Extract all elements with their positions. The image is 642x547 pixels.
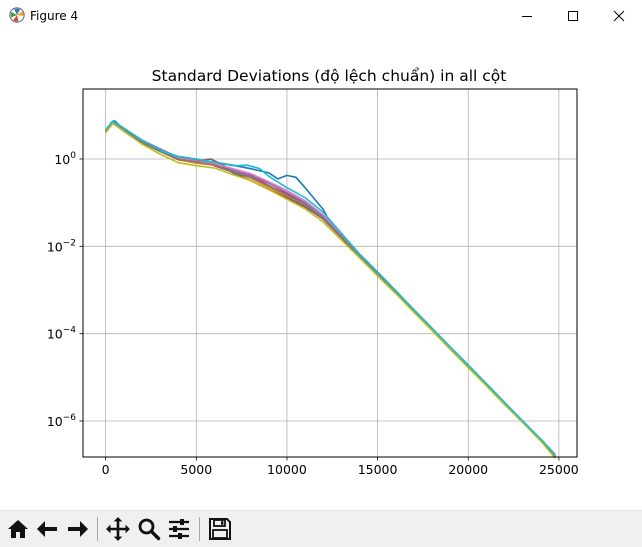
- toolbar-separator: [97, 517, 98, 541]
- series-line-4: [105, 122, 556, 458]
- series-line-5: [105, 120, 556, 457]
- y-tick-label: 10−4: [47, 326, 76, 342]
- zoom-icon: [138, 518, 161, 541]
- axis-ticks: 0 5000 10000 15000 20000 25000 10−6 10−4 10−2 100: [47, 151, 579, 477]
- window-title: Figure 4: [30, 9, 79, 23]
- series-line-3: [105, 121, 556, 456]
- x-tick-label: 25000: [539, 462, 579, 477]
- navigation-toolbar: [0, 510, 642, 547]
- x-tick-label: 20000: [448, 462, 488, 477]
- x-tick-label: 0: [102, 462, 110, 477]
- forward-button[interactable]: [63, 515, 91, 543]
- series-lines: [105, 120, 556, 459]
- pan-icon: [106, 517, 130, 541]
- y-tick-label: 100: [54, 151, 76, 167]
- series-line-7: [105, 121, 556, 457]
- y-tick-label: 10−6: [47, 413, 76, 429]
- matplotlib-app-icon: [9, 7, 25, 23]
- pan-button[interactable]: [104, 515, 132, 543]
- series-line-6: [105, 122, 556, 458]
- home-button[interactable]: [4, 515, 32, 543]
- save-button[interactable]: [206, 515, 234, 543]
- series-line-9: [105, 122, 556, 459]
- save-icon: [209, 518, 231, 540]
- toolbar-separator: [199, 517, 200, 541]
- maximize-button[interactable]: [550, 0, 596, 32]
- back-button[interactable]: [34, 515, 62, 543]
- x-tick-label: 15000: [358, 462, 398, 477]
- series-line-8: [105, 121, 556, 457]
- window-titlebar: Figure 4: [0, 0, 642, 32]
- chart-title: Standard Deviations (độ lệch chuẩn) in a…: [152, 67, 507, 85]
- x-tick-label: 10000: [267, 462, 307, 477]
- chart: Standard Deviations (độ lệch chuẩn) in a…: [47, 67, 579, 477]
- axes-frame: [82, 88, 578, 458]
- minimize-button[interactable]: [504, 0, 550, 32]
- maximize-icon: [568, 11, 578, 21]
- home-icon: [8, 520, 28, 538]
- series-line-10: [105, 120, 556, 456]
- figure-canvas[interactable]: Standard Deviations (độ lệch chuẩn) in a…: [0, 32, 642, 510]
- grid-lines: [83, 89, 577, 457]
- y-tick-label: 10−2: [47, 238, 76, 254]
- x-tick-label: 5000: [180, 462, 212, 477]
- zoom-button[interactable]: [135, 515, 163, 543]
- close-button[interactable]: [596, 0, 642, 32]
- series-line-1: [105, 120, 556, 457]
- forward-arrow-icon: [68, 521, 88, 537]
- series-line-2: [105, 121, 556, 457]
- back-arrow-icon: [37, 521, 57, 537]
- minimize-icon: [522, 16, 532, 17]
- close-icon: [613, 10, 625, 22]
- configure-subplots-button[interactable]: [165, 515, 193, 543]
- configure-subplots-icon: [169, 519, 189, 539]
